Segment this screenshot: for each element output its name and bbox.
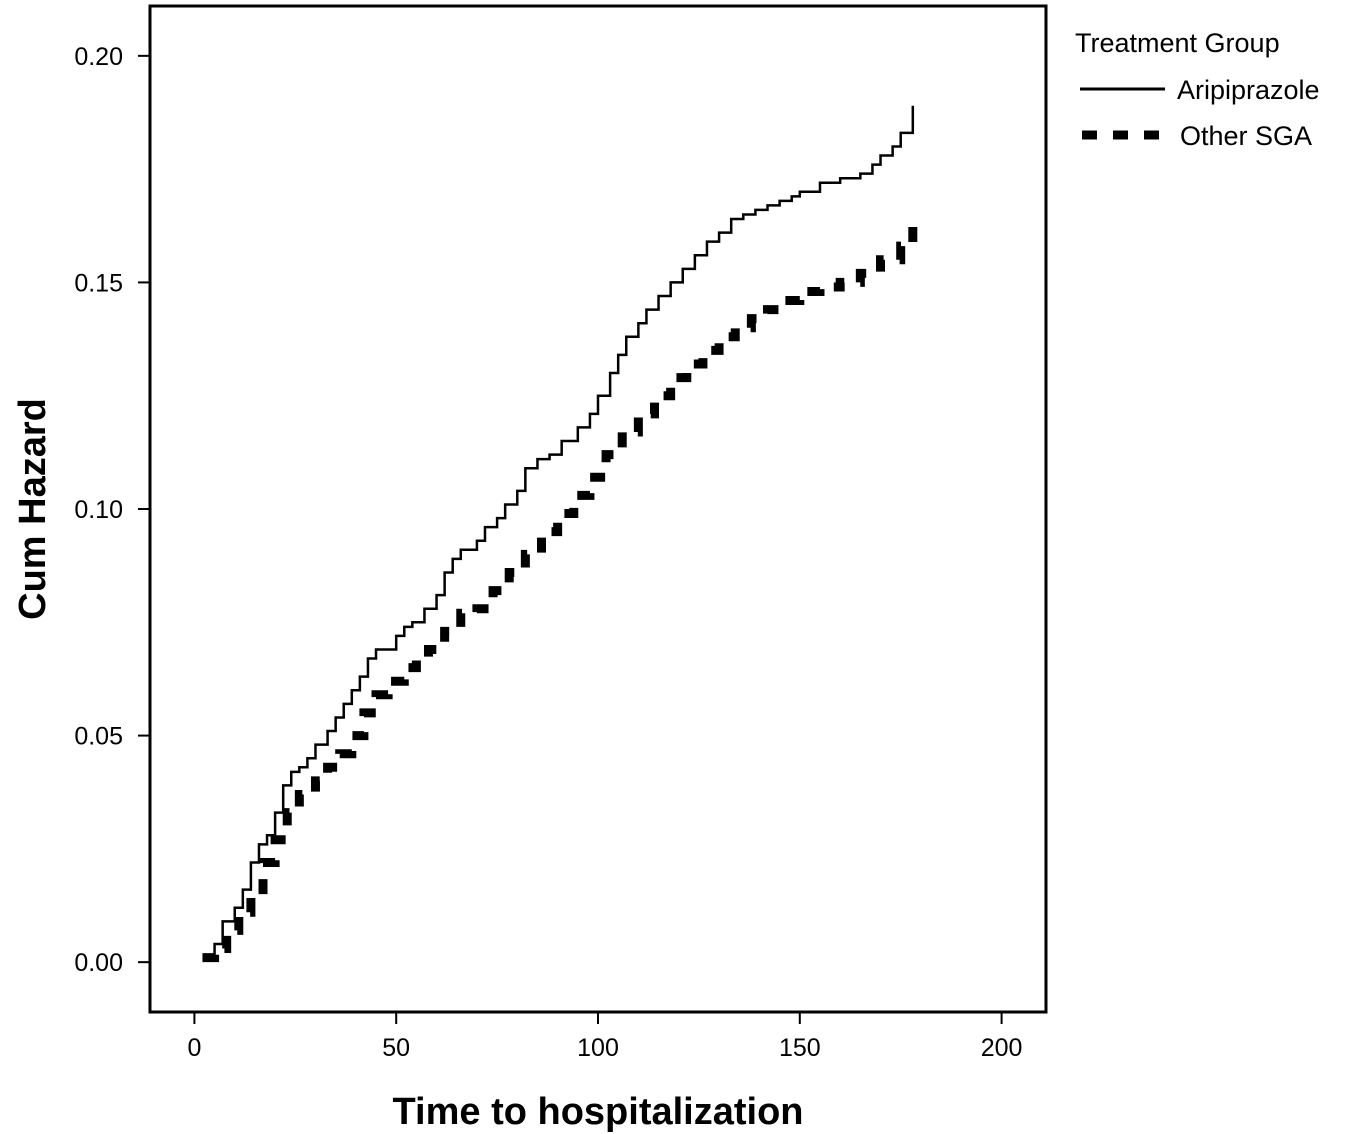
legend-label-other-sga: Other SGA (1180, 121, 1312, 151)
y-axis-ticks: 0.00 0.05 0.10 0.15 0.20 (74, 43, 150, 977)
y-tick-label-0.05: 0.05 (74, 723, 123, 751)
y-tick-label-0.00: 0.00 (74, 949, 123, 977)
y-tick-label-0.10: 0.10 (74, 496, 123, 524)
x-tick-label-100: 100 (577, 1034, 619, 1062)
legend: Treatment Group Aripiprazole Other SGA (1075, 28, 1320, 151)
y-tick-label-0.15: 0.15 (74, 269, 123, 297)
x-tick-label-200: 200 (981, 1034, 1023, 1062)
x-tick-label-0: 0 (187, 1034, 201, 1062)
plot-frame (148, 4, 1048, 1014)
series-layer (202, 105, 918, 963)
series-line-other-sga (202, 223, 918, 963)
x-axis-title: Time to hospitalization (393, 1091, 804, 1133)
x-tick-label-50: 50 (382, 1034, 410, 1062)
y-axis-title: Cum Hazard (12, 398, 54, 620)
series-line-aripiprazole (202, 105, 915, 959)
y-tick-label-0.20: 0.20 (74, 43, 123, 71)
legend-title: Treatment Group (1075, 28, 1280, 58)
x-tick-label-150: 150 (779, 1034, 821, 1062)
legend-label-aripiprazole: Aripiprazole (1177, 75, 1320, 105)
x-axis-ticks: 0 50 100 150 200 (187, 1012, 1022, 1062)
